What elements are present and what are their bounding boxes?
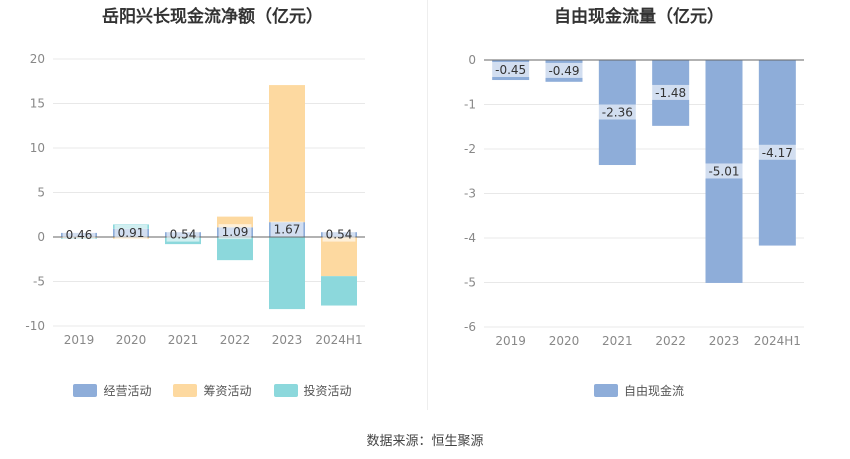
legend-swatch (73, 384, 98, 397)
data-label-bg (218, 224, 252, 240)
chart-title: 自由现金流量（亿元） (554, 7, 724, 27)
y-tick-label: -5 (33, 275, 45, 289)
legend-swatch (273, 384, 298, 397)
y-tick-label: -5 (464, 276, 476, 290)
data-label-bg (322, 226, 356, 242)
chart-title: 岳阳兴长现金流净额（亿元） (102, 7, 323, 27)
bar (321, 276, 357, 306)
legend-item[interactable]: 自由现金流 (593, 382, 684, 399)
data-label: 0.54 (170, 228, 197, 242)
data-source: 数据来源：恒生聚源 (366, 434, 484, 449)
bar (217, 237, 253, 261)
data-label-bg (597, 104, 638, 120)
legend-swatch (173, 384, 198, 397)
data-label-bg (490, 62, 531, 78)
legend-item[interactable]: 筹资活动 (173, 382, 252, 399)
legend-item[interactable]: 投资活动 (273, 382, 352, 399)
data-label-bg (757, 144, 798, 160)
legend-label: 投资活动 (303, 384, 352, 398)
y-tick-label: -1 (464, 98, 476, 112)
legend-label: 筹资活动 (203, 384, 252, 398)
x-tick-label: 2020 (116, 333, 147, 347)
cashflow-chart-plot: -10 -5 0 5 10 15 20 2019 2020 2021 2022 2023 2024H1 0… (25, 52, 365, 347)
x-tick-label: 2023 (272, 333, 303, 347)
bar (269, 85, 305, 223)
data-label: -0.45 (495, 63, 526, 77)
data-label: -4.17 (762, 146, 793, 160)
data-label: -0.49 (548, 64, 579, 78)
y-tick-label: 10 (30, 141, 45, 155)
data-label-bg (650, 84, 691, 100)
y-tick-label: 15 (30, 97, 45, 111)
data-label: 1.09 (222, 225, 249, 239)
y-tick-label: 0 (468, 53, 476, 67)
data-label: 0.91 (118, 226, 145, 240)
legend-label: 经营活动 (103, 384, 152, 398)
y-tick-label: 0 (37, 230, 45, 244)
free-cashflow-chart-plot: -6 -5 -4 -3 -2 -1 0 2019 2020 2021 2022 2023 2024H1 -… (464, 53, 804, 348)
x-tick-label: 2019 (64, 333, 95, 347)
y-tick-label: -6 (464, 320, 476, 334)
x-tick-label: 2021 (168, 333, 199, 347)
data-label-bg (270, 221, 304, 237)
bar (321, 237, 357, 277)
x-tick-label: 2021 (602, 334, 633, 348)
chart-divider (427, 0, 428, 410)
x-tick-label: 2019 (495, 334, 526, 348)
data-label: 1.67 (274, 223, 301, 237)
data-label-bg (62, 226, 96, 242)
x-tick-label: 2022 (655, 334, 686, 348)
legend-swatch (593, 384, 618, 397)
data-label: 0.46 (66, 228, 93, 242)
chart-legend: 自由现金流 (428, 382, 850, 399)
free-cashflow-chart: 自由现金流量（亿元） -6 -5 -4 -3 -2 -1 0 2019 2020 2021 2022… (428, 0, 850, 420)
data-label: -2.36 (602, 106, 633, 120)
x-tick-label: 2024H1 (754, 334, 801, 348)
legend-item[interactable]: 经营活动 (73, 382, 151, 399)
x-tick-label: 2022 (220, 333, 251, 347)
y-tick-label: 5 (37, 186, 45, 200)
bar (217, 216, 253, 228)
chart-legend: 经营活动 筹资活动 投资活动 (0, 382, 425, 399)
legend-label: 自由现金流 (623, 384, 684, 398)
y-tick-label: -10 (25, 319, 45, 333)
data-label: 0.54 (326, 228, 353, 242)
y-tick-label: 20 (30, 52, 45, 66)
data-label-bg (704, 163, 744, 179)
data-label: -5.01 (708, 164, 739, 178)
data-label-bg (166, 226, 200, 242)
data-label: -1.48 (655, 86, 686, 100)
y-tick-label: -3 (464, 187, 476, 201)
x-tick-label: 2020 (549, 334, 580, 348)
data-label-bg (114, 224, 148, 240)
cashflow-chart: 岳阳兴长现金流净额（亿元） -10 -5 0 5 10 15 20 2019 2020 2021 2… (0, 0, 425, 420)
data-label-bg (544, 62, 584, 78)
x-tick-label: 2024H1 (315, 333, 362, 347)
y-tick-label: -2 (464, 142, 476, 156)
y-tick-label: -4 (464, 231, 476, 245)
bar (269, 237, 305, 310)
x-tick-label: 2023 (709, 334, 740, 348)
